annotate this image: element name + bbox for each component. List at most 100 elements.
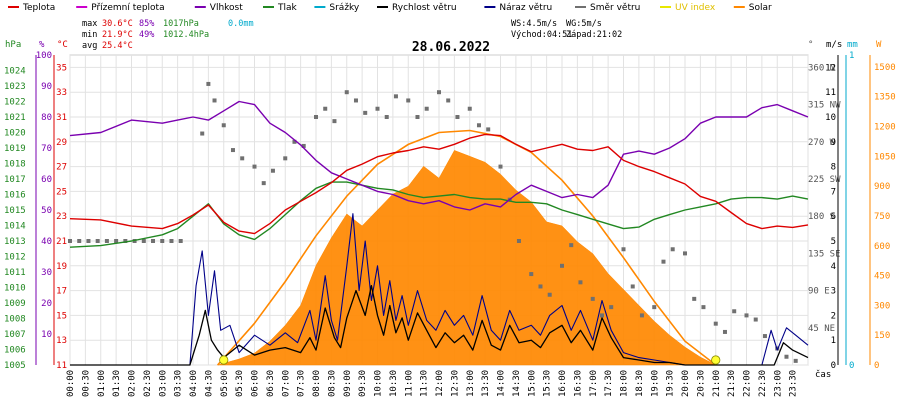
pressure-tick: 1011: [4, 268, 26, 278]
wind-direction-point: [206, 81, 211, 86]
temperature-tick: 29: [56, 138, 67, 148]
wind-direction-point: [363, 110, 368, 115]
pressure-tick: 1008: [4, 315, 26, 325]
time-tick: 18:30: [635, 370, 645, 397]
wind-direction-point: [393, 94, 398, 99]
temperature-tick: 25: [56, 187, 67, 197]
wind-direction-point: [375, 106, 380, 111]
humidity-tick: 20: [41, 299, 52, 309]
pressure-tick: 1007: [4, 330, 26, 340]
time-tick: 20:30: [696, 370, 706, 397]
solar-tick: 600: [874, 242, 890, 252]
stat-max-pressure: 1017hPa: [163, 19, 199, 29]
rain-tick: 1: [849, 51, 854, 61]
time-tick: 12:30: [450, 370, 460, 397]
wind-direction-point: [498, 164, 503, 169]
legend: Teplota Přízemní teplota Vlhkost Tlak Srážky…: [8, 3, 772, 13]
time-tick: 07:00: [281, 370, 291, 397]
pressure-tick: 1019: [4, 144, 26, 154]
wind-direction-point: [314, 115, 318, 119]
legend-label: Náraz větru: [499, 3, 552, 13]
temperature-tick: 35: [56, 63, 67, 73]
wind-direction-point: [609, 305, 614, 310]
wind-direction-point: [516, 239, 521, 243]
wind-tick: 7: [831, 187, 836, 197]
time-tick: 19:30: [666, 370, 676, 397]
solar-tick: 0: [874, 361, 879, 371]
direction-tick: 90 E: [808, 287, 830, 297]
wind-direction-point: [344, 90, 349, 95]
temperature-unit: °C: [57, 40, 68, 50]
temperature-tick: 31: [56, 113, 67, 123]
wind-direction-point: [95, 239, 100, 243]
wind-direction-point: [221, 123, 226, 128]
humidity-tick: 60: [41, 175, 52, 185]
time-tick: 13:30: [481, 370, 491, 397]
solar-tick: 1500: [874, 63, 896, 73]
wind-tick: 0: [831, 361, 836, 371]
solar-tick: 1050: [874, 152, 896, 162]
wind-direction-point: [252, 164, 257, 169]
stat-max-humidity: 85%: [139, 19, 154, 29]
solar-tick: 300: [874, 301, 890, 311]
wind-direction-point: [661, 259, 666, 264]
wind-direction-point: [384, 115, 389, 119]
pressure-tick: 1017: [4, 175, 26, 185]
pressure-tick: 1016: [4, 191, 26, 201]
time-tick: 16:00: [558, 370, 568, 397]
stat-max-label: max: [82, 19, 97, 29]
temperature-tick: 21: [56, 237, 67, 247]
stat-sunset: Západ:21:02: [566, 30, 622, 40]
time-tick: 02:00: [128, 370, 138, 397]
wind-direction-point: [732, 309, 737, 314]
wind-tick: 9: [831, 138, 836, 148]
stat-avg-temp: 25.4°C: [102, 41, 133, 51]
time-tick: 00:30: [81, 370, 91, 397]
time-tick: 02:30: [143, 370, 153, 397]
temperature-tick: 13: [56, 336, 67, 346]
wind-tick: 5: [831, 237, 836, 247]
legend-label: Solar: [749, 3, 772, 13]
wind-direction-point: [141, 239, 146, 243]
rain-unit: mm: [847, 40, 858, 50]
time-tick: 10:30: [389, 370, 399, 397]
stat-min-temp: 21.9°C: [102, 30, 133, 40]
wind-direction-point: [538, 284, 543, 289]
stat-sunrise: Východ:04:51: [511, 30, 572, 40]
wind-direction-point: [446, 98, 451, 103]
temperature-tick: 17: [56, 287, 67, 297]
wind-direction-point: [692, 296, 697, 301]
time-tick: 16:30: [573, 370, 583, 397]
wind-direction-point: [652, 305, 657, 310]
wind-direction-point: [86, 239, 91, 243]
plot-area: [68, 81, 809, 366]
time-tick: 09:00: [343, 370, 353, 397]
wind-tick: 10: [825, 113, 836, 123]
wind-direction-point: [467, 106, 472, 111]
wind-unit: m/s: [826, 40, 842, 50]
stat-wind-speed: WS:4.5m/s: [511, 19, 557, 29]
direction-tick: 360 N: [808, 63, 835, 73]
pressure-tick: 1023: [4, 82, 26, 92]
humidity-tick: 30: [41, 268, 52, 278]
time-tick: 03:30: [174, 370, 184, 397]
legend-label: Směr větru: [590, 3, 640, 13]
wind-direction-point: [529, 272, 534, 277]
stat-wind-gust: WG:5m/s: [566, 19, 602, 29]
wind-direction-point: [424, 106, 429, 111]
pressure-tick: 1006: [4, 346, 26, 356]
time-tick: 01:00: [97, 370, 107, 397]
wind-direction-point: [590, 296, 595, 301]
pressure-tick: 1015: [4, 206, 26, 216]
time-tick: 17:30: [604, 370, 614, 397]
pressure-tick: 1013: [4, 237, 26, 247]
temperature-tick: 33: [56, 88, 67, 98]
time-tick: 17:00: [589, 370, 599, 397]
time-tick: 06:30: [266, 370, 276, 397]
time-tick: 23:30: [789, 370, 799, 397]
time-tick: 09:30: [358, 370, 368, 397]
wind-direction-point: [283, 156, 288, 161]
humidity-tick: 40: [41, 237, 52, 247]
wind-direction-point: [762, 334, 767, 339]
wind-direction-point: [353, 98, 358, 103]
